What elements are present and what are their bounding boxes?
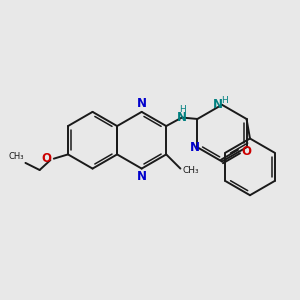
- Text: N: N: [137, 170, 147, 183]
- Text: CH₃: CH₃: [183, 166, 199, 175]
- Text: N: N: [137, 98, 147, 110]
- Text: O: O: [42, 152, 52, 165]
- Text: H: H: [179, 105, 185, 114]
- Text: H: H: [221, 96, 228, 105]
- Text: N: N: [190, 141, 200, 154]
- Text: CH₃: CH₃: [8, 152, 24, 161]
- Text: N: N: [177, 111, 187, 124]
- Text: O: O: [242, 145, 252, 158]
- Text: N: N: [213, 98, 223, 111]
